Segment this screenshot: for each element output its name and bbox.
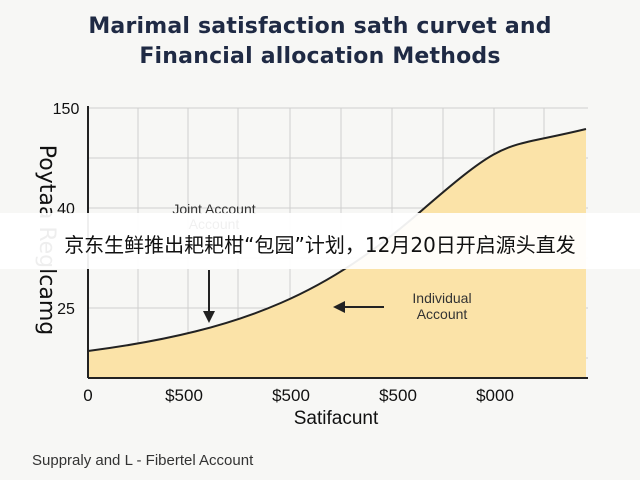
x-tick-label-2: $500 [272, 386, 310, 405]
footer-caption: Suppraly and L - Fibertel Account [32, 452, 254, 469]
x-tick-label-3: $500 [379, 386, 417, 405]
x-axis-label: Satifacunt [294, 408, 379, 429]
news-banner [0, 213, 640, 269]
chart-title-line-2: Financial allocation Methods [139, 44, 501, 69]
arrow-joint-head [203, 311, 215, 323]
y-tick-label-0: 150 [53, 101, 80, 118]
x-tick-label-1: $500 [165, 386, 203, 405]
x-tick-label-0: 0 [83, 386, 92, 405]
y-tick-label-2: 25 [57, 301, 75, 318]
annotation-individual-line-2: Account [417, 306, 468, 322]
x-tick-label-4: $000 [476, 386, 514, 405]
chart-title-line-1: Marimal satisfaction sath curvet and [88, 14, 552, 39]
annotation-individual-line-1: Individual [412, 290, 471, 306]
arrow-individual-head [333, 301, 345, 313]
news-banner-text: 京东生鲜推出耙耙柑“包园”计划，12月20日开启源头直发 [64, 233, 576, 257]
area-fill [88, 129, 586, 378]
